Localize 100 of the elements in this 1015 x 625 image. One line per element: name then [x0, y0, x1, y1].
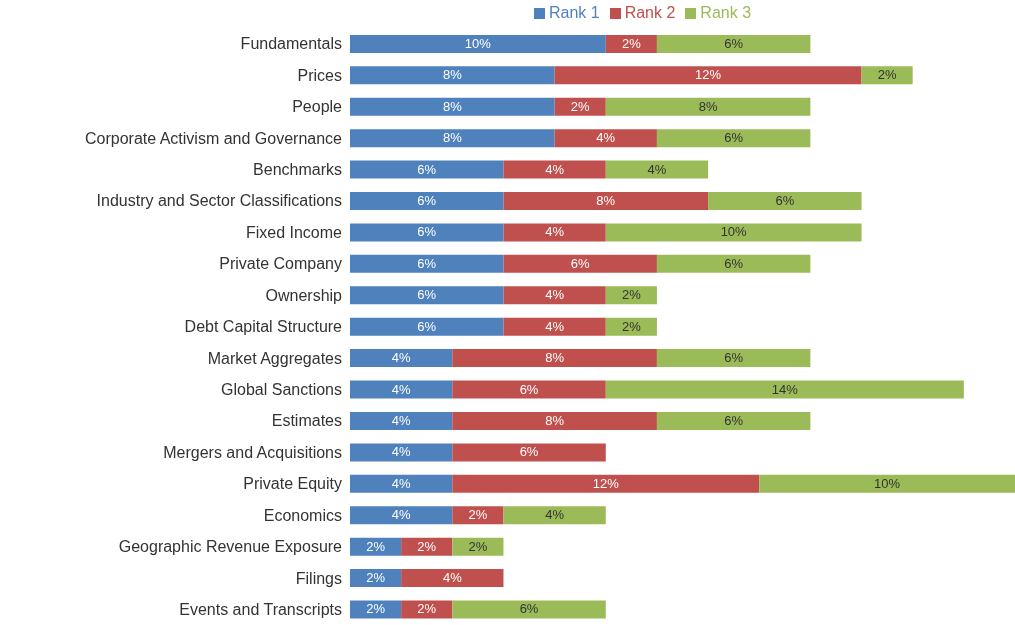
data-label: 6%	[724, 35, 744, 51]
data-label: 12%	[592, 475, 620, 491]
data-label: 8%	[698, 98, 718, 114]
data-label: 6%	[570, 255, 591, 271]
data-label: 4%	[442, 570, 463, 586]
data-label: 6%	[417, 318, 437, 334]
bar	[656, 349, 811, 368]
y-tick-label: Private Equity	[243, 475, 342, 493]
data-label: 6%	[417, 193, 437, 209]
bar	[350, 349, 453, 368]
bar	[605, 380, 964, 399]
bar	[350, 380, 453, 399]
y-tick-label: Economics	[263, 506, 342, 524]
bar	[503, 506, 606, 525]
y-tick-label: Events and Transcripts	[179, 600, 342, 618]
data-label: 14%	[771, 381, 799, 397]
data-label: 6%	[724, 412, 744, 428]
data-label: 2%	[621, 318, 642, 334]
bar	[452, 443, 606, 462]
data-label: 4%	[545, 224, 565, 240]
bar	[350, 474, 453, 493]
bar	[350, 506, 453, 525]
y-tick-label: Ownership	[265, 286, 343, 304]
data-label: 6%	[417, 287, 437, 303]
bar	[503, 317, 606, 336]
data-label: 10%	[464, 35, 492, 51]
data-label: 4%	[391, 475, 411, 491]
data-label: 4%	[391, 412, 411, 428]
y-tick-label: Market Aggregates	[207, 349, 342, 367]
bar	[350, 129, 555, 148]
y-tick-label: Corporate Activism and Governance	[84, 129, 343, 147]
bar	[350, 66, 555, 85]
bar	[452, 380, 606, 399]
bar	[350, 317, 504, 336]
bar	[656, 34, 811, 53]
bar	[350, 223, 504, 242]
data-label: 4%	[545, 161, 565, 177]
data-label: 4%	[391, 444, 411, 460]
y-tick-label: Prices	[297, 66, 342, 84]
y-tick-label: Debt Capital Structure	[184, 318, 343, 336]
data-label: 2%	[570, 98, 591, 114]
bar	[605, 160, 709, 179]
y-tick-label: Mergers and Acquisitions	[163, 443, 342, 461]
legend-label: Rank 3	[700, 4, 752, 21]
data-label: 8%	[442, 130, 463, 146]
bar	[554, 66, 862, 85]
bar	[350, 286, 504, 305]
data-label: 6%	[775, 193, 795, 209]
data-label: 2%	[468, 507, 488, 523]
data-label: 4%	[391, 381, 411, 397]
data-label: 2%	[621, 35, 642, 51]
data-label: 10%	[874, 475, 901, 491]
legend-label: Rank 1	[548, 4, 600, 21]
data-label: 6%	[519, 381, 539, 397]
bar	[452, 474, 760, 493]
y-tick-label: Filings	[295, 569, 342, 587]
bar	[759, 474, 1015, 493]
data-label: 10%	[720, 224, 748, 240]
data-label: 2%	[417, 538, 437, 554]
data-label: 8%	[442, 98, 463, 114]
bar	[350, 160, 504, 179]
data-label: 2%	[877, 67, 897, 83]
data-label: 4%	[391, 350, 411, 366]
bar	[503, 286, 606, 305]
y-tick-label: Industry and Sector Classifications	[96, 192, 342, 210]
bar	[350, 192, 504, 211]
data-label: 4%	[647, 161, 667, 177]
bar	[708, 192, 862, 211]
bar	[503, 192, 709, 211]
y-tick-label: Geographic Revenue Exposure	[118, 538, 343, 556]
bar	[605, 223, 862, 242]
data-label: 2%	[621, 287, 642, 303]
y-tick-label: Private Company	[219, 255, 342, 273]
bar	[554, 129, 657, 148]
data-label: 6%	[724, 130, 744, 146]
data-label: 2%	[468, 538, 488, 554]
y-tick-label: Estimates	[271, 412, 342, 430]
bar	[452, 349, 657, 368]
bar	[350, 254, 504, 273]
data-label: 2%	[366, 570, 386, 586]
data-label: 2%	[417, 601, 437, 617]
data-label: 4%	[545, 287, 565, 303]
data-label: 6%	[724, 350, 744, 366]
bar	[605, 97, 811, 116]
y-tick-label: Benchmarks	[253, 161, 342, 179]
bar	[401, 569, 504, 588]
data-label: 6%	[417, 255, 437, 271]
data-label: 4%	[596, 130, 616, 146]
bar	[503, 223, 606, 242]
bar	[452, 600, 606, 619]
bar	[452, 411, 657, 430]
data-label: 8%	[545, 412, 565, 428]
data-label: 6%	[417, 161, 437, 177]
y-tick-label: People	[292, 98, 343, 116]
data-label: 12%	[695, 67, 722, 83]
data-label: 2%	[366, 601, 386, 617]
data-label: 4%	[545, 507, 565, 523]
y-tick-label: Fixed Income	[245, 223, 343, 241]
data-label: 6%	[417, 224, 437, 240]
data-label: 4%	[391, 507, 411, 523]
